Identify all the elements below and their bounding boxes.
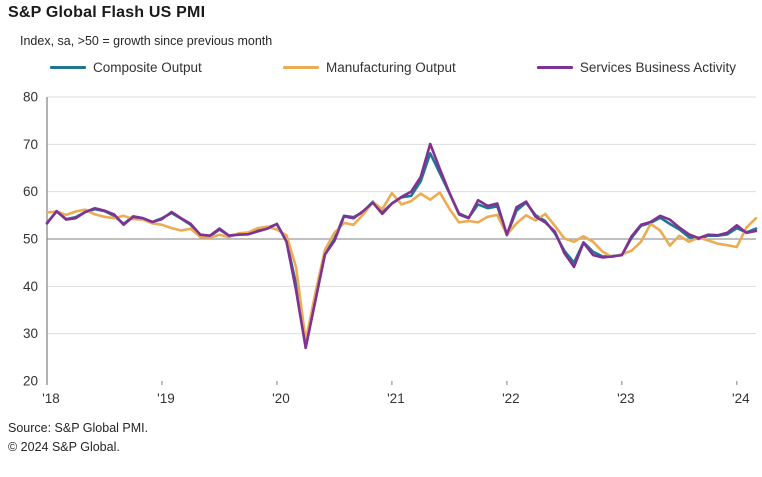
y-tick-label-40: 40 [23,279,38,294]
legend-item-composite: Composite Output [50,60,202,75]
legend-label-services: Services Business Activity [579,59,736,75]
y-tick-label-50: 50 [23,232,38,247]
x-tick-label-21: '21 [387,391,405,406]
chart-legend: Composite Output Manufacturing Output Se… [50,58,736,76]
legend-item-manufacturing: Manufacturing Output [282,59,456,75]
y-tick-label-70: 70 [23,137,38,152]
legend-line-services [536,65,573,69]
chart-title: S&P Global Flash US PMI [8,4,206,21]
legend-line-manufacturing [282,65,319,69]
y-tick-label-60: 60 [23,184,38,199]
source-line: Source: S&P Global PMI. [8,421,149,435]
chart-subtitle: Index, sa, >50 = growth since previous m… [20,34,273,48]
legend-label-composite: Composite Output [93,59,202,75]
x-tick-label-20: '20 [272,391,290,406]
manufacturing-output-line [45,191,758,343]
x-tick-label-22: '22 [502,391,520,406]
y-tick-label-20: 20 [23,374,38,389]
y-tick-label-30: 30 [23,326,38,341]
x-tick-label-24: '24 [732,391,750,406]
source-block: Source: S&P Global PMI. © 2024 S&P Globa… [8,419,148,458]
copyright-line: © 2024 S&P Global. [8,440,120,455]
y-tick-label-80: 80 [23,90,38,105]
legend-item-services: Services Business Activity [536,59,736,75]
services-business-activity-line [45,142,758,350]
legend-line-composite [50,65,86,69]
legend-label-manufacturing: Manufacturing Output [325,59,456,75]
x-tick-label-19: '19 [157,391,175,406]
x-tick-label-23: '23 [617,391,635,406]
composite-output-line [45,152,758,348]
x-tick-label-18: '18 [42,391,60,406]
